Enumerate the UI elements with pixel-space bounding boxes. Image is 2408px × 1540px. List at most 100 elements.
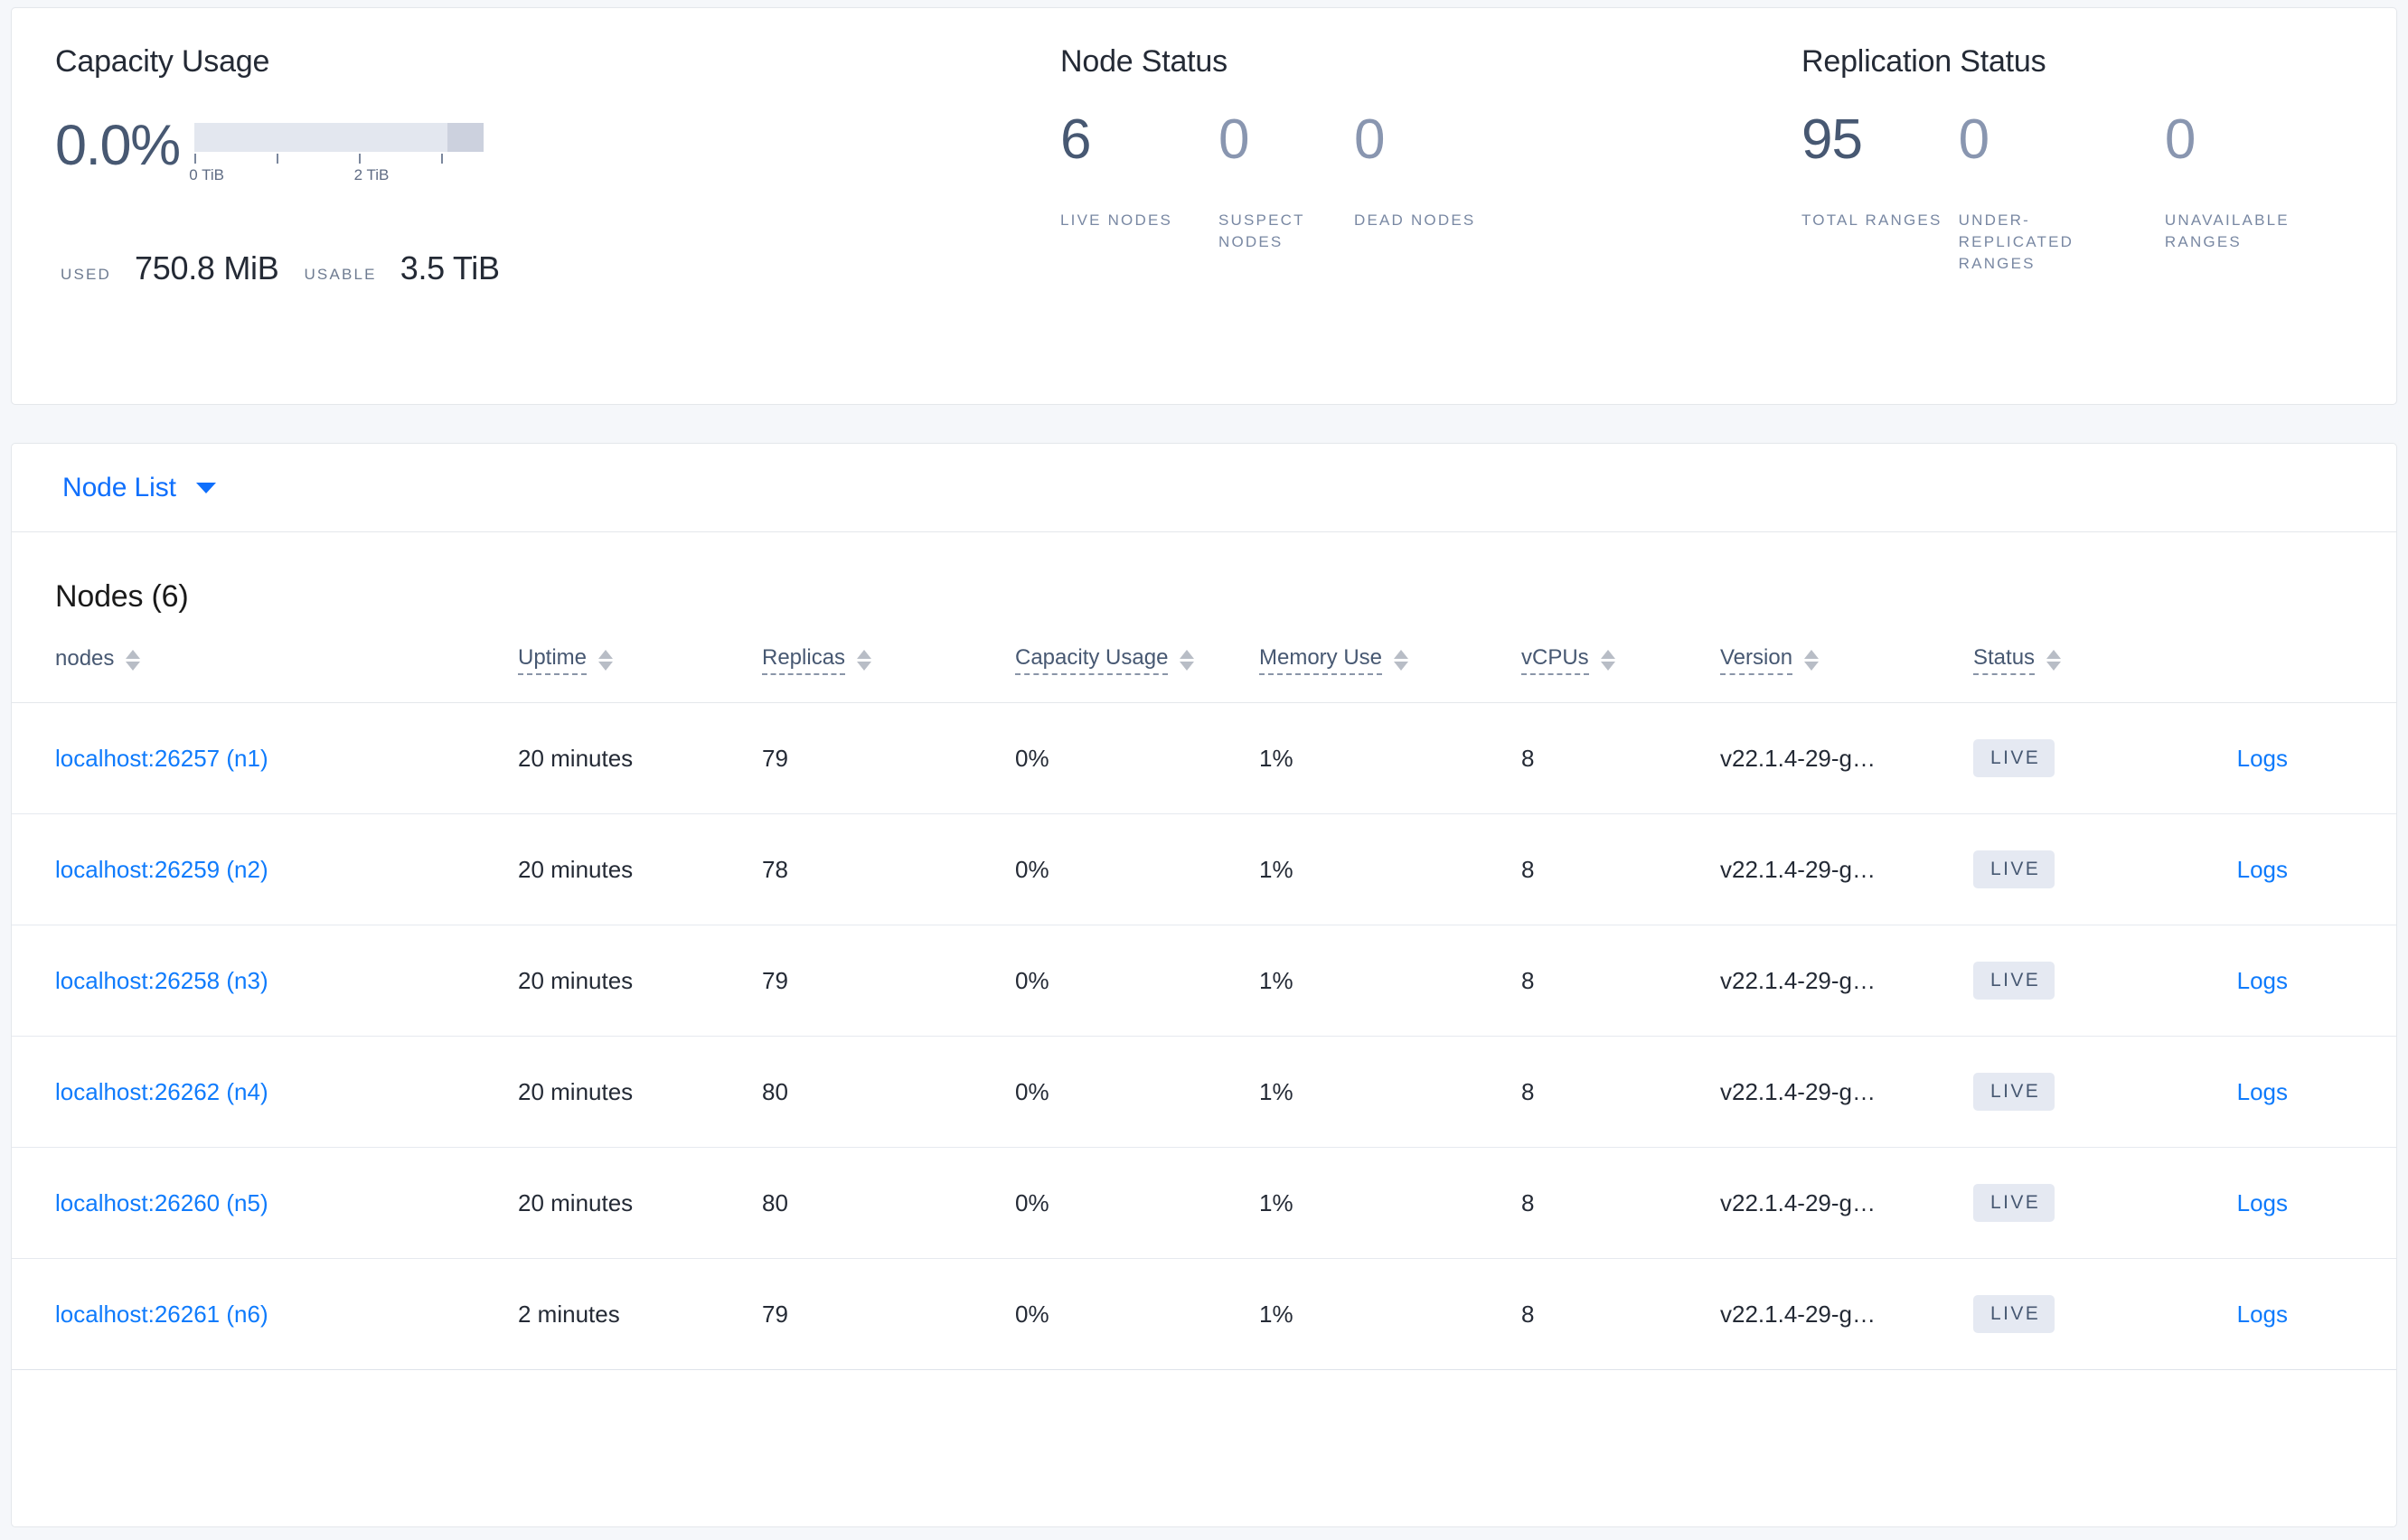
status-badge: LIVE [1973,1184,2055,1222]
cell-uptime: 20 minutes [518,813,762,925]
node-address-link[interactable]: localhost:26257 (n1) [55,744,268,772]
column-header-logs [2190,645,2396,703]
cell-node-address: localhost:26257 (n1) [12,702,518,814]
cell-status: LIVE [1973,1147,2190,1259]
column-header-status[interactable]: Status [1973,645,2190,703]
nodes-table-body: localhost:26257 (n1) 20 minutes 79 0% 1% 8 v22… [12,702,2396,1370]
table-row[interactable]: localhost:26260 (n5) 20 minutes 80 0% 1% 8 v22… [12,1147,2396,1259]
table-row[interactable]: localhost:26257 (n1) 20 minutes 79 0% 1% 8 v22… [12,702,2396,814]
column-header-label: Memory Use [1259,645,1383,675]
column-header-inner: Status [1973,645,2062,675]
cell-vcpus: 8 [1521,1258,1720,1370]
repl-counter-1: 0 UNDER-REPLICATED RANGES [1959,112,2165,275]
logs-link[interactable]: Logs [2236,1188,2288,1216]
cell-version: v22.1.4-29-g… [1720,1258,1973,1370]
cell-vcpus: 8 [1521,1036,1720,1148]
sort-arrows-icon[interactable] [1394,650,1409,671]
column-header-label: Status [1973,645,2036,675]
cell-version: v22.1.4-29-g… [1720,813,1973,925]
cell-status: LIVE [1973,702,2190,814]
column-header-memory-use[interactable]: Memory Use [1259,645,1521,703]
table-row[interactable]: localhost:26262 (n4) 20 minutes 80 0% 1% 8 v22… [12,1036,2396,1148]
column-header-version[interactable]: Version [1720,645,1973,703]
status-badge: LIVE [1973,962,2055,1000]
logs-link[interactable]: Logs [2236,1077,2288,1105]
cell-replicas: 79 [762,702,1015,814]
cell-node-address: localhost:26262 (n4) [12,1036,518,1148]
node-status-counter-0: 6 LIVE NODES [1060,112,1218,253]
cell-version: v22.1.4-29-g… [1720,1036,1973,1148]
table-row[interactable]: localhost:26259 (n2) 20 minutes 78 0% 1% 8 v22… [12,813,2396,925]
sort-arrows-icon[interactable] [126,650,141,671]
cell-replicas: 78 [762,813,1015,925]
column-header-inner: Uptime [518,645,614,675]
sort-arrows-icon[interactable] [1600,650,1615,671]
used-label: USED [61,266,112,283]
sort-arrows-icon[interactable] [598,650,614,671]
cell-vcpus: 8 [1521,925,1720,1037]
gauge-tick-3 [441,154,444,164]
node-status-counter-label-2: DEAD NODES [1354,211,1476,229]
cell-status: LIVE [1973,925,2190,1037]
cell-status: LIVE [1973,1258,2190,1370]
logs-link[interactable]: Logs [2236,744,2288,772]
usable-value: 3.5 TiB [400,249,500,286]
sort-arrows-icon[interactable] [1804,650,1820,671]
capacity-usage-title: Capacity Usage [55,44,270,79]
node-list-card: Node List Nodes (6) nodes Uptime Replicas C… [11,443,2397,1527]
column-header-label: Version [1720,645,1793,675]
capacity-gauge: 0 TiB 2 TiB [189,123,484,184]
node-status-counter-value-2: 0 [1354,108,1385,171]
nodes-table-header-row: nodes Uptime Replicas Capacity Usage Memory … [12,645,2396,703]
node-address-link[interactable]: localhost:26262 (n4) [55,1077,268,1105]
cell-memory-use: 1% [1259,813,1521,925]
node-address-link[interactable]: localhost:26261 (n6) [55,1300,268,1328]
gauge-tick-label-0: 0 TiB [189,166,224,183]
cell-logs: Logs [2190,813,2396,925]
column-header-vcpus[interactable]: vCPUs [1521,645,1720,703]
node-list-dropdown[interactable]: Node List [62,473,216,503]
capacity-gauge-bar [193,123,484,152]
column-header-uptime[interactable]: Uptime [518,645,762,703]
replication-status-pane: Replication Status 95 TOTAL RANGES 0 UNDER-… [1801,8,2389,404]
column-header-capacity-usage[interactable]: Capacity Usage [1015,645,1259,703]
node-address-link[interactable]: localhost:26258 (n3) [55,966,268,994]
column-header-inner: Version [1720,645,1820,675]
cell-uptime: 2 minutes [518,1258,762,1370]
column-header-nodes[interactable]: nodes [12,645,518,703]
column-header-inner: vCPUs [1521,645,1615,675]
sort-arrows-icon[interactable] [2046,650,2062,671]
gauge-tick-0 [193,154,196,164]
cell-memory-use: 1% [1259,702,1521,814]
table-row[interactable]: localhost:26258 (n3) 20 minutes 79 0% 1% 8 v22… [12,925,2396,1037]
cell-vcpus: 8 [1521,702,1720,814]
logs-link[interactable]: Logs [2236,966,2288,994]
repl-counter-0: 95 TOTAL RANGES [1801,112,1959,275]
node-status-counter-label-0: LIVE NODES [1060,211,1173,229]
node-list-tabbar: Node List [12,444,2396,532]
cell-logs: Logs [2190,1036,2396,1148]
node-address-link[interactable]: localhost:26260 (n5) [55,1188,268,1216]
logs-link[interactable]: Logs [2236,855,2288,883]
chevron-down-icon [195,482,216,493]
cell-replicas: 80 [762,1147,1015,1259]
table-row[interactable]: localhost:26261 (n6) 2 minutes 79 0% 1% 8 v22.… [12,1258,2396,1370]
column-header-inner: Capacity Usage [1015,645,1195,675]
column-header-replicas[interactable]: Replicas [762,645,1015,703]
nodes-table: nodes Uptime Replicas Capacity Usage Memory … [12,645,2396,1370]
logs-link[interactable]: Logs [2236,1300,2288,1328]
cell-capacity-usage: 0% [1015,702,1259,814]
repl-counter-2: 0 UNAVAILABLE RANGES [2165,112,2389,275]
sort-arrows-icon[interactable] [1180,650,1195,671]
node-address-link[interactable]: localhost:26259 (n2) [55,855,268,883]
cell-logs: Logs [2190,925,2396,1037]
cell-uptime: 20 minutes [518,702,762,814]
sort-arrows-icon[interactable] [857,650,872,671]
cell-memory-use: 1% [1259,1258,1521,1370]
capacity-gauge-axis: 0 TiB 2 TiB [189,154,484,184]
capacity-gauge-overcapacity-segment [447,123,484,152]
cell-node-address: localhost:26259 (n2) [12,813,518,925]
repl-counter-label-0: TOTAL RANGES [1801,211,1942,229]
status-badge: LIVE [1973,1295,2055,1333]
node-status-counter-value-0: 6 [1060,108,1091,171]
